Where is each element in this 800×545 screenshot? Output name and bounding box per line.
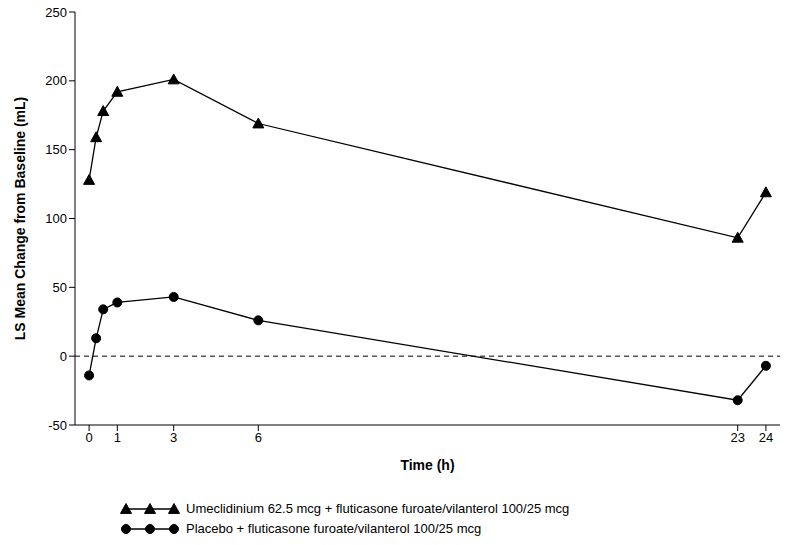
svg-text:3: 3 — [170, 430, 177, 445]
svg-text:200: 200 — [45, 73, 67, 88]
svg-text:0: 0 — [85, 430, 92, 445]
svg-text:0: 0 — [60, 349, 67, 364]
svg-text:100: 100 — [45, 211, 67, 226]
svg-text:50: 50 — [53, 280, 67, 295]
svg-text:-50: -50 — [48, 418, 67, 433]
svg-text:Time (h): Time (h) — [400, 457, 454, 473]
svg-text:23: 23 — [730, 430, 744, 445]
html-text:Umeclidinium 62.5 mcg + flutic: Umeclidinium 62.5 mcg + fluticasone furo… — [186, 500, 570, 516]
svg-text:1: 1 — [114, 430, 121, 445]
svg-text:250: 250 — [45, 5, 67, 20]
html-text:Placebo + fluticasone furoate/: Placebo + fluticasone furoate/vilanterol… — [186, 520, 482, 536]
svg-text:LS Mean Change from Baseline (: LS Mean Change from Baseline (mL) — [12, 97, 28, 340]
svg-text:6: 6 — [255, 430, 262, 445]
svg-text:24: 24 — [759, 430, 773, 445]
svg-text:150: 150 — [45, 142, 67, 157]
